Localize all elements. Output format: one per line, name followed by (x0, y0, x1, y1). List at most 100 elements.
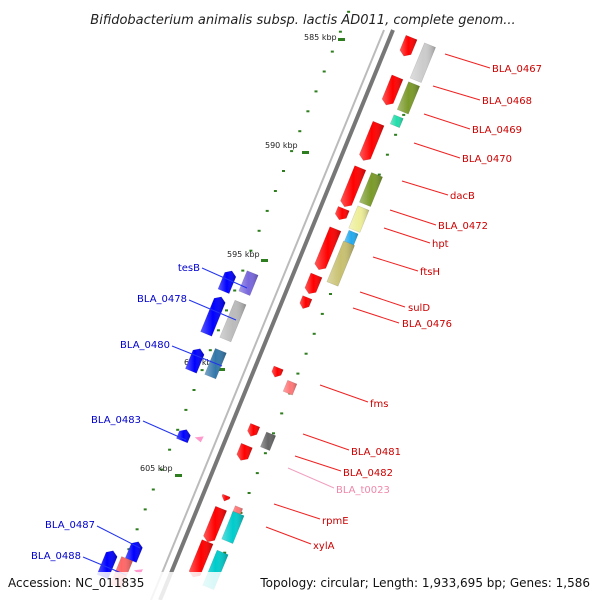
gene-label-fms[interactable]: fms (370, 399, 388, 410)
gene-label-xyla[interactable]: xylA (313, 541, 335, 552)
tick-dot (314, 90, 318, 93)
gene-label-ftsh[interactable]: ftsH (420, 267, 440, 278)
label-leader (265, 526, 312, 545)
gene-arrow-shade (314, 226, 341, 270)
gene-label-bla-0488[interactable]: BLA_0488 (31, 551, 81, 562)
tick-dot (402, 113, 406, 116)
gene-arrow-shade (382, 74, 403, 105)
gene-arrow-shade (348, 205, 369, 233)
tick-dot (176, 428, 180, 431)
gene-arrow-shade (359, 172, 383, 207)
label-leader (188, 299, 237, 321)
tick-dot (347, 10, 351, 13)
tick-dot (184, 408, 188, 411)
gene-label-bla-0481[interactable]: BLA_0481 (351, 447, 401, 458)
gene-arrow-shade (299, 295, 312, 309)
gene-arrow-shade (97, 550, 118, 579)
gene-label-bla-0468[interactable]: BLA_0468 (482, 96, 532, 107)
backbone-outer (158, 29, 395, 600)
tick-dot (377, 173, 381, 176)
tick-dot (296, 372, 300, 375)
gene-label-bla-0476[interactable]: BLA_0476 (402, 319, 452, 330)
label-leader (96, 525, 141, 549)
gene-arrow-shade (185, 348, 205, 374)
gene-label-bla-0487[interactable]: BLA_0487 (45, 520, 95, 531)
tick-dot (306, 110, 310, 113)
tick-dot (216, 329, 220, 332)
tick-dot (257, 229, 261, 232)
kbp-tick-label: 585 kbp (304, 33, 337, 42)
label-leader (383, 227, 431, 244)
tick-dot (282, 170, 285, 172)
tick-dot (247, 492, 251, 494)
gene-arrow-shade (399, 35, 418, 57)
gene-label-bla-0470[interactable]: BLA_0470 (462, 154, 512, 165)
gene-label-bla-0480[interactable]: BLA_0480 (120, 340, 170, 351)
gene-label-bla-0478[interactable]: BLA_0478 (137, 294, 187, 305)
tick-dot (385, 153, 389, 156)
trna-marker[interactable] (194, 436, 204, 443)
kbp-tick-mark (302, 151, 309, 154)
tick-dot (151, 488, 155, 491)
label-leader (401, 180, 449, 196)
gene-arrow-shade (260, 432, 276, 451)
label-leader (142, 420, 187, 441)
label-leader (352, 307, 400, 324)
gene-arrow-shade (221, 511, 245, 544)
gene-arrow-shade (359, 121, 385, 161)
label-leader (319, 384, 369, 403)
tick-dot (192, 389, 196, 391)
tick-dot (304, 352, 308, 355)
gene-arrow-shade (218, 270, 236, 294)
gene-label-bla-0469[interactable]: BLA_0469 (472, 125, 522, 136)
kbp-ticks: 585 kbp 590 kbp 595 kbp 600 kbp 605 kbp (140, 33, 345, 477)
tick-dot (320, 312, 324, 315)
gene-label-bla-t0023[interactable]: BLA_t0023 (336, 485, 390, 496)
label-leader (171, 345, 223, 367)
tick-dot (338, 30, 342, 33)
left-gene-labels: tesB BLA_0478 BLA_0480 BLA_0483 BLA_0487… (31, 263, 248, 576)
tick-dot (312, 332, 316, 335)
gene-features (96, 34, 436, 591)
gene-label-bla-0472[interactable]: BLA_0472 (438, 221, 488, 232)
label-leader (359, 291, 406, 308)
gene-label-hpt[interactable]: hpt (432, 239, 449, 250)
gene-arrow-shade (176, 429, 191, 443)
kbp-tick-mark (338, 38, 345, 41)
tick-dot (290, 150, 294, 153)
kbp-tick-mark (261, 259, 268, 262)
gene-label-tesb[interactable]: tesB (178, 263, 200, 274)
gene-arrow-shade (271, 366, 284, 378)
gene-arrow-shade (203, 506, 227, 542)
label-leader (432, 85, 481, 101)
label-leader (444, 53, 491, 69)
tick-dot (225, 309, 228, 312)
backbone-inner (150, 29, 385, 600)
gene-label-rpme[interactable]: rpmE (322, 516, 349, 527)
label-leader (372, 256, 419, 272)
tick-dot (249, 249, 253, 252)
gene-arrow-shade (340, 165, 366, 207)
topology-text: Topology: circular; Length: 1,933,695 bp… (259, 576, 590, 590)
gene-label-dacb[interactable]: dacB (450, 191, 475, 202)
right-gene-labels: BLA_0467 BLA_0468 BLA_0469 BLA_0470 dacB… (265, 53, 542, 552)
gene-arrow-shade (283, 380, 297, 396)
gene-arrow-shade (247, 423, 260, 437)
tick-dot (241, 269, 245, 272)
gene-arrow-shade (236, 443, 253, 461)
label-leader (273, 503, 321, 520)
tick-dot (273, 190, 277, 192)
gene-arrow-shade (335, 206, 350, 220)
gene-label-bla-0483[interactable]: BLA_0483 (91, 415, 141, 426)
tick-dot (200, 369, 204, 372)
gene-label-bla-0482[interactable]: BLA_0482 (343, 468, 393, 479)
footer-background (0, 572, 600, 600)
gene-label-suld[interactable]: sulD (408, 303, 430, 314)
kbp-tick-label: 590 kbp (265, 141, 298, 150)
label-leader (302, 433, 350, 451)
gene-arrow-shade (344, 230, 359, 246)
gene-label-bla-0467[interactable]: BLA_0467 (492, 64, 542, 75)
kbp-tick-label: 595 kbp (227, 250, 260, 259)
tick-dot (280, 412, 284, 415)
tick-dot (223, 551, 227, 554)
